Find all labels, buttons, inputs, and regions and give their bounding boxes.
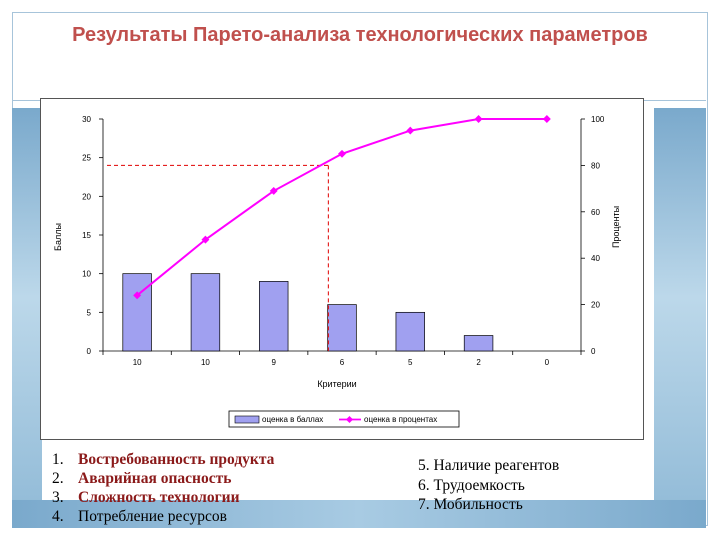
y-right-tick-label: 60 (591, 208, 600, 217)
x-axis-label: Критерии (317, 379, 356, 389)
chart-legend: оценка в баллах оценка в процентах (228, 410, 460, 428)
criteria-list-right: 5. Наличие реагентов 6. Трудоемкость 7. … (418, 456, 559, 515)
y-left-tick-label: 15 (82, 231, 91, 240)
y-right-tick-label: 0 (591, 347, 596, 356)
line-point (133, 291, 142, 300)
line-point (338, 149, 346, 158)
x-tick-label: 5 (408, 358, 413, 367)
legend-label-bars: оценка в баллах (262, 415, 323, 424)
x-tick-label: 9 (271, 358, 276, 367)
y-left-tick-label: 30 (82, 115, 91, 124)
list-item: 3. Сложность технологии (52, 489, 240, 506)
criteria-list-left: 1. Востребованность продукта 2. Аварийна… (52, 450, 274, 526)
list-item: 2. Аварийная опасность (52, 470, 232, 487)
y-right-tick-label: 20 (591, 301, 600, 310)
bar (259, 281, 289, 352)
x-tick-label: 10 (201, 358, 210, 367)
cumulative-line (136, 118, 547, 297)
x-tick-label: 0 (545, 358, 550, 367)
chart-area: 0 5 10 15 20 25 30 0 20 40 60 80 100 10 10 9 6 5 2 0 Критер… (40, 98, 644, 440)
line-point (406, 126, 415, 135)
list-item: 5. Наличие реагентов (418, 457, 560, 474)
bar (463, 335, 494, 352)
decor-band-right (654, 108, 706, 528)
line-point (542, 115, 551, 123)
line-point (474, 115, 483, 123)
legend-swatch-bars (234, 415, 260, 424)
slide-title: Результаты Парето-анализа технологически… (72, 24, 648, 46)
y-axis-left-label: Баллы (53, 223, 63, 251)
y-left-tick-label: 10 (82, 270, 91, 279)
bar (327, 304, 357, 352)
list-item: 7. Мобильность (418, 496, 523, 513)
decor-band-left (12, 108, 42, 528)
x-tick-label: 6 (340, 358, 345, 367)
list-item: 4. Потребление ресурсов (52, 508, 227, 525)
list-item: 1. Востребованность продукта (52, 451, 275, 468)
y-right-tick-label: 80 (591, 161, 600, 170)
bar (395, 311, 425, 352)
y-right-tick-label: 40 (591, 254, 600, 263)
decor-band-bottom (12, 500, 706, 528)
legend-marker-line (345, 415, 354, 424)
y-right-tick-label: 100 (591, 115, 605, 124)
y-left-tick-label: 5 (87, 308, 92, 317)
y-left-tick-label: 25 (82, 154, 91, 163)
x-tick-label: 10 (133, 358, 142, 367)
list-item: 6. Трудоемкость (418, 476, 525, 494)
legend-label-line: оценка в процентах (364, 415, 437, 424)
y-left-tick-label: 0 (87, 347, 92, 356)
y-axis-right-label: Проценты (611, 206, 621, 248)
x-tick-label: 2 (476, 358, 481, 367)
y-left-tick-label: 20 (82, 192, 91, 201)
bar (190, 273, 221, 352)
bar (122, 273, 152, 352)
line-point (201, 235, 210, 244)
